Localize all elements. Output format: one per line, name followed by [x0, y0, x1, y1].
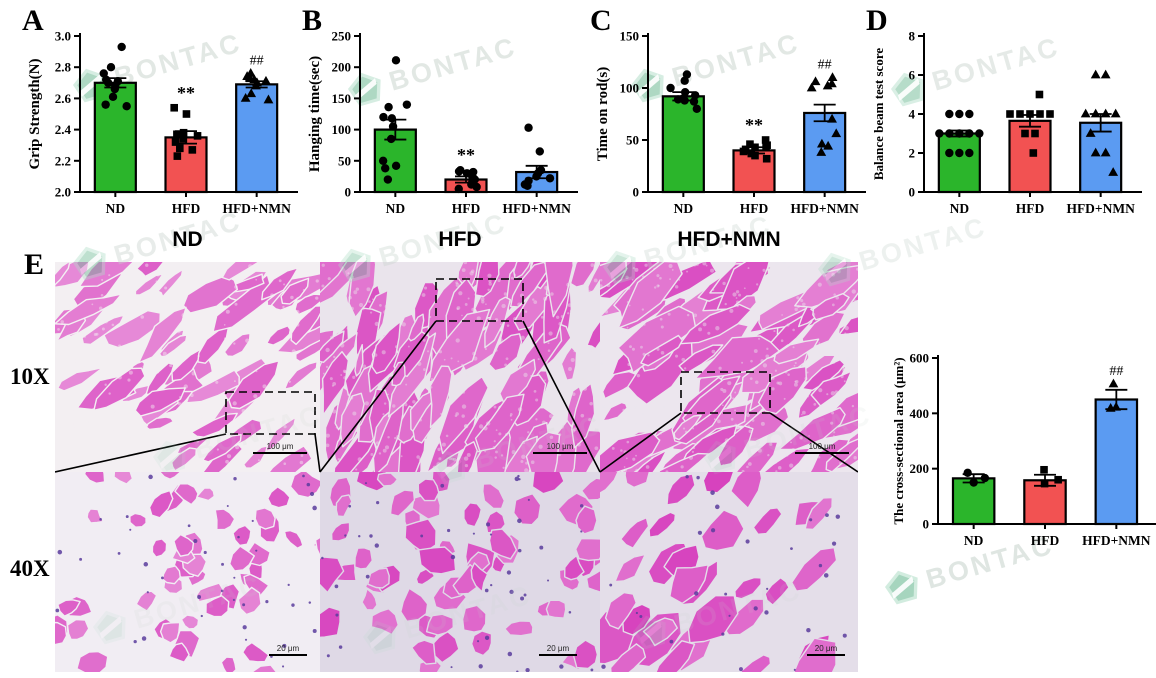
svg-text:ND: ND — [106, 201, 126, 216]
panel-c-letter: C — [590, 4, 612, 37]
panel-e-letter: E — [24, 248, 45, 281]
panel-a: A 2.0 2.2 2.4 2.6 2.8 3.0 Grip Strength(N) ND HF… — [20, 4, 304, 222]
svg-text:##: ## — [1109, 364, 1123, 379]
svg-text:**: ** — [745, 115, 763, 135]
svg-text:**: ** — [177, 83, 195, 103]
svg-text:HFD: HFD — [452, 201, 481, 216]
svg-text:150: 150 — [332, 91, 352, 106]
svg-text:8: 8 — [909, 29, 916, 44]
histology-nd-10x — [55, 262, 320, 472]
svg-text:**: ** — [457, 145, 475, 165]
panel-d-letter: D — [866, 4, 888, 37]
scalebar-hfd-40x: 20 μm — [539, 644, 577, 656]
svg-text:2.0: 2.0 — [55, 185, 71, 200]
svg-text:6: 6 — [909, 68, 916, 83]
svg-text:HFD+NMN: HFD+NMN — [502, 201, 571, 216]
cross-sectional-area-panel: 0 200 400 600 The cross-sectional area (μm²)… — [884, 328, 1156, 560]
svg-text:The cross-sectional area (μm²): The cross-sectional area (μm²) — [891, 357, 906, 524]
svg-text:4: 4 — [909, 107, 916, 122]
svg-text:0: 0 — [345, 185, 352, 200]
svg-text:HFD: HFD — [1031, 533, 1060, 548]
scalebar-hfd-nmn-40x: 20 μm — [807, 644, 845, 656]
svg-text:400: 400 — [910, 406, 930, 421]
time-on-rod-chart: 0 50 100 150 Time on rod(s) ND HFD ** HFD+NMN ## — [595, 29, 866, 216]
svg-text:ND: ND — [964, 533, 984, 548]
row-label-10x: 10X — [10, 364, 50, 389]
svg-text:0: 0 — [909, 185, 916, 200]
svg-text:##: ## — [250, 53, 264, 68]
svg-text:0: 0 — [633, 185, 640, 200]
svg-text:200: 200 — [332, 60, 352, 75]
svg-text:250: 250 — [332, 29, 352, 44]
column-header-hfd-nmn: HFD+NMN — [677, 228, 781, 251]
panel-c: C 0 50 100 150 Time on rod(s) ND HFD ** HFD+NMN #… — [588, 4, 872, 222]
svg-text:HFD+NMN: HFD+NMN — [1082, 533, 1151, 548]
svg-text:100: 100 — [620, 81, 640, 96]
scalebar-hfd-10x: 100 μm — [533, 442, 587, 454]
hanging-time-chart: 0 50 100 150 200 250 Hanging time(sec) ND HFD ** H… — [307, 29, 578, 216]
scalebar-nd-10x: 100 μm — [253, 442, 307, 454]
svg-text:2.8: 2.8 — [55, 60, 72, 75]
scalebar-hfd-nmn-10x: 100 μm — [795, 442, 849, 454]
svg-text:150: 150 — [620, 29, 640, 44]
svg-text:HFD+NMN: HFD+NMN — [1066, 201, 1135, 216]
svg-text:Hanging time(sec): Hanging time(sec) — [307, 56, 323, 172]
cross-sectional-area-chart: 0 200 400 600 The cross-sectional area (μm²)… — [891, 351, 1156, 548]
svg-text:ND: ND — [674, 201, 694, 216]
svg-text:2.6: 2.6 — [55, 91, 72, 106]
column-header-nd: ND — [172, 228, 203, 251]
svg-text:HFD: HFD — [740, 201, 769, 216]
histology-hfd-40x — [320, 472, 600, 672]
svg-text:HFD: HFD — [172, 201, 201, 216]
bontac-logo-icon — [884, 570, 918, 605]
svg-text:HFD+NMN: HFD+NMN — [222, 201, 291, 216]
svg-text:50: 50 — [626, 133, 639, 148]
svg-text:Balance beam test score: Balance beam test score — [871, 48, 886, 180]
panel-d: D 0 2 4 6 8 Balance beam test score ND HFD HFD+N… — [864, 4, 1148, 222]
roi-zoom-annotations — [55, 278, 858, 473]
histology-nd-40x — [55, 472, 320, 672]
panel-b: B 0 50 100 150 200 250 Hanging time(sec) ND HFD *… — [300, 4, 584, 222]
svg-text:HFD+NMN: HFD+NMN — [790, 201, 859, 216]
row-label-40x: 40X — [10, 556, 50, 581]
svg-text:Time on rod(s): Time on rod(s) — [595, 67, 611, 161]
svg-text:2: 2 — [909, 146, 916, 161]
column-header-hfd: HFD — [438, 228, 482, 251]
svg-text:Grip Strength(N): Grip Strength(N) — [27, 59, 43, 170]
svg-text:ND: ND — [386, 201, 406, 216]
svg-text:100: 100 — [332, 122, 352, 137]
grip-strength-chart: 2.0 2.2 2.4 2.6 2.8 3.0 Grip Strength(N) ND HFD *… — [27, 29, 298, 216]
scalebar-nd-40x: 20 μm — [269, 644, 307, 656]
panel-b-letter: B — [302, 4, 323, 37]
panel-a-letter: A — [22, 4, 44, 37]
histology-hfd-nmn-40x — [600, 472, 858, 672]
svg-text:2.4: 2.4 — [55, 122, 72, 137]
svg-text:3.0: 3.0 — [55, 29, 71, 44]
histology-grid: 100 μm 100 μm 100 μm 20 μm 20 μm 20 μm — [55, 262, 858, 672]
svg-text:600: 600 — [910, 351, 930, 366]
svg-text:##: ## — [818, 58, 832, 73]
svg-text:ND: ND — [950, 201, 970, 216]
balance-beam-chart: 0 2 4 6 8 Balance beam test score ND HFD HFD+NMN — [871, 29, 1142, 216]
svg-text:200: 200 — [910, 461, 930, 476]
svg-text:2.2: 2.2 — [55, 153, 71, 168]
svg-text:0: 0 — [923, 517, 930, 532]
svg-text:50: 50 — [338, 153, 351, 168]
svg-text:HFD: HFD — [1016, 201, 1045, 216]
histology-hfd-nmn-10x — [600, 262, 858, 472]
histology-hfd-10x — [320, 262, 600, 472]
